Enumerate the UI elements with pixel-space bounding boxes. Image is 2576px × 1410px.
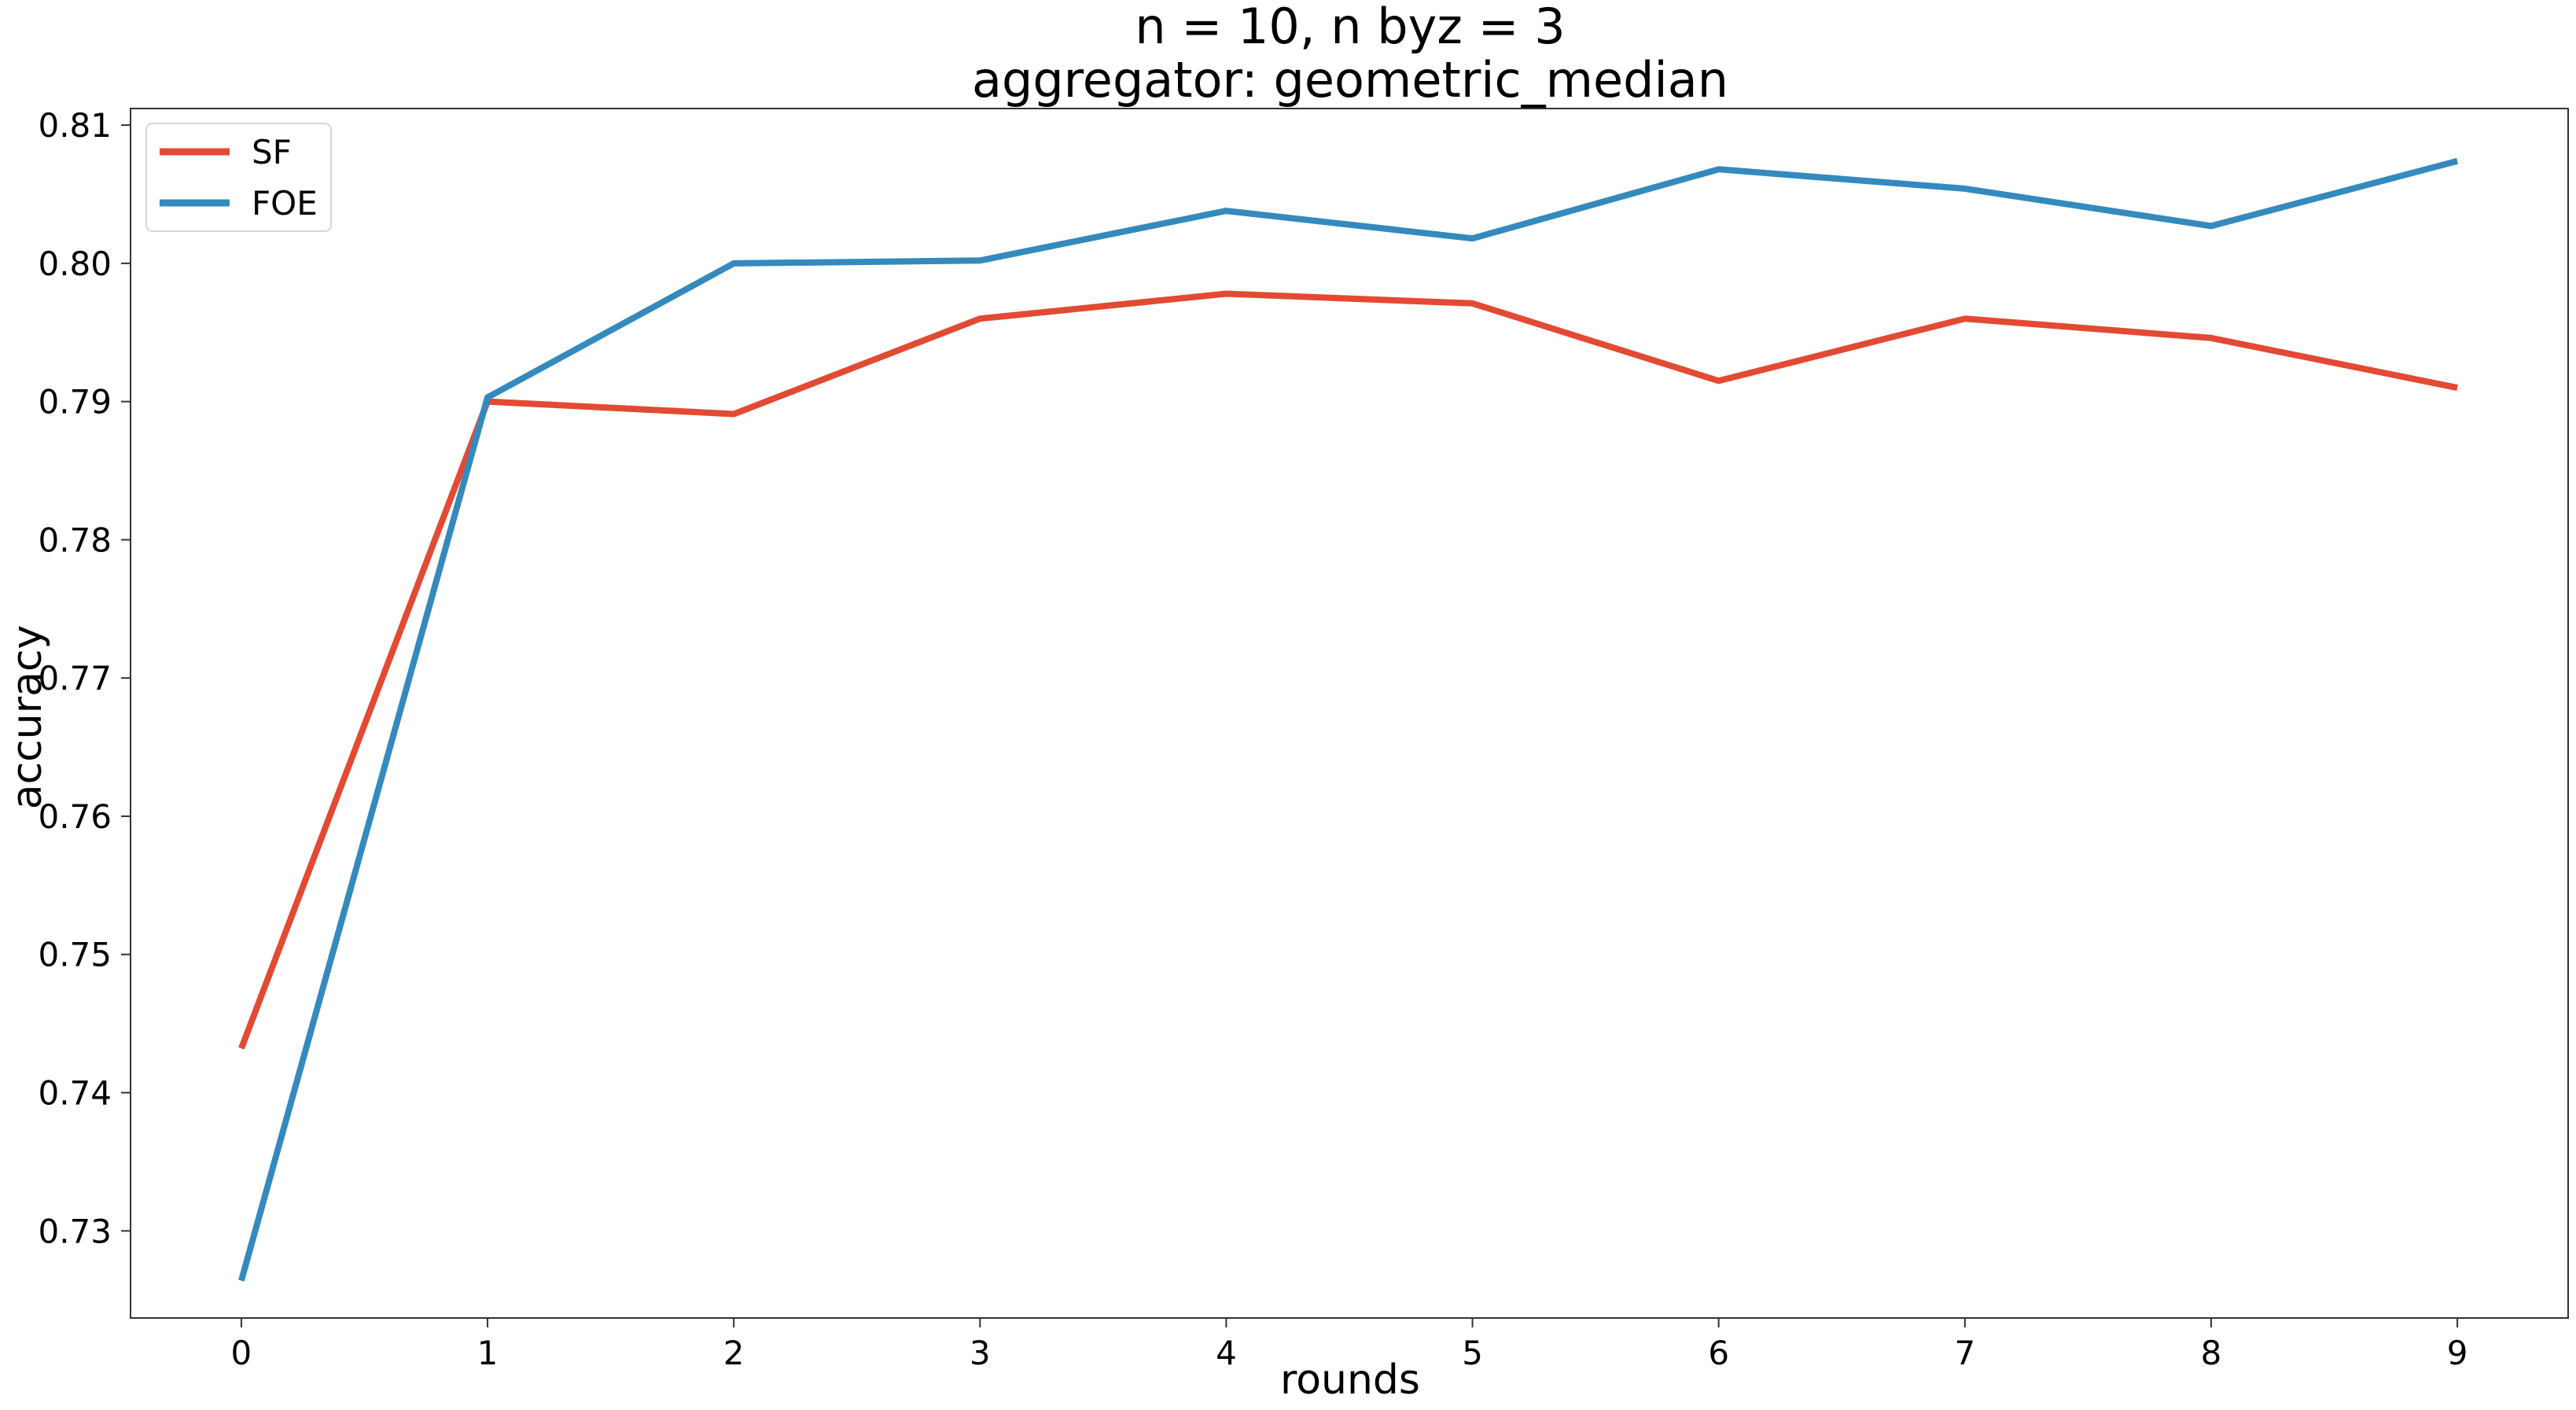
y-tick-label: 0.75 xyxy=(38,936,112,974)
x-tick-label: 5 xyxy=(1462,1334,1483,1372)
y-tick-label: 0.80 xyxy=(38,245,112,283)
y-tick-label: 0.73 xyxy=(38,1212,112,1250)
x-tick-label: 1 xyxy=(477,1334,499,1372)
series-line-sf xyxy=(238,290,2458,1050)
x-tick-label: 7 xyxy=(1954,1334,1975,1372)
x-tick-label: 4 xyxy=(1216,1334,1237,1372)
y-tick-label: 0.81 xyxy=(38,106,112,145)
y-tick-label: 0.76 xyxy=(38,797,112,836)
y-tick-label: 0.74 xyxy=(38,1073,112,1112)
x-tick-label: 0 xyxy=(231,1334,252,1372)
x-tick-label: 3 xyxy=(970,1334,991,1372)
legend: SF FOE xyxy=(145,123,332,232)
chart-subtitle: aggregator: geometric_median xyxy=(972,51,1728,109)
y-tick-label: 0.78 xyxy=(38,521,112,559)
axis-ticks: 0 1 2 3 4 5 6 7 8 9 0.73 0.74 0.75 0.76 0.77 0.78 0.79 0.… xyxy=(38,106,2467,1372)
legend-label-sf: SF xyxy=(252,133,292,171)
y-tick-label: 0.79 xyxy=(38,383,112,422)
x-axis-label: rounds xyxy=(1280,1357,1420,1404)
series-line-foe xyxy=(238,157,2459,1282)
x-tick-label: 2 xyxy=(723,1334,745,1372)
legend-label-foe: FOE xyxy=(252,184,318,223)
chart-title: n = 10, n byz = 3 xyxy=(1135,0,1565,55)
x-tick-label: 6 xyxy=(1708,1334,1729,1372)
x-tick-label: 9 xyxy=(2447,1334,2468,1372)
y-axis-label: accuracy xyxy=(4,625,51,810)
plot-series xyxy=(238,157,2459,1282)
plot-frame xyxy=(130,108,2569,1319)
x-tick-label: 8 xyxy=(2201,1334,2222,1372)
y-tick-label: 0.77 xyxy=(38,659,112,698)
